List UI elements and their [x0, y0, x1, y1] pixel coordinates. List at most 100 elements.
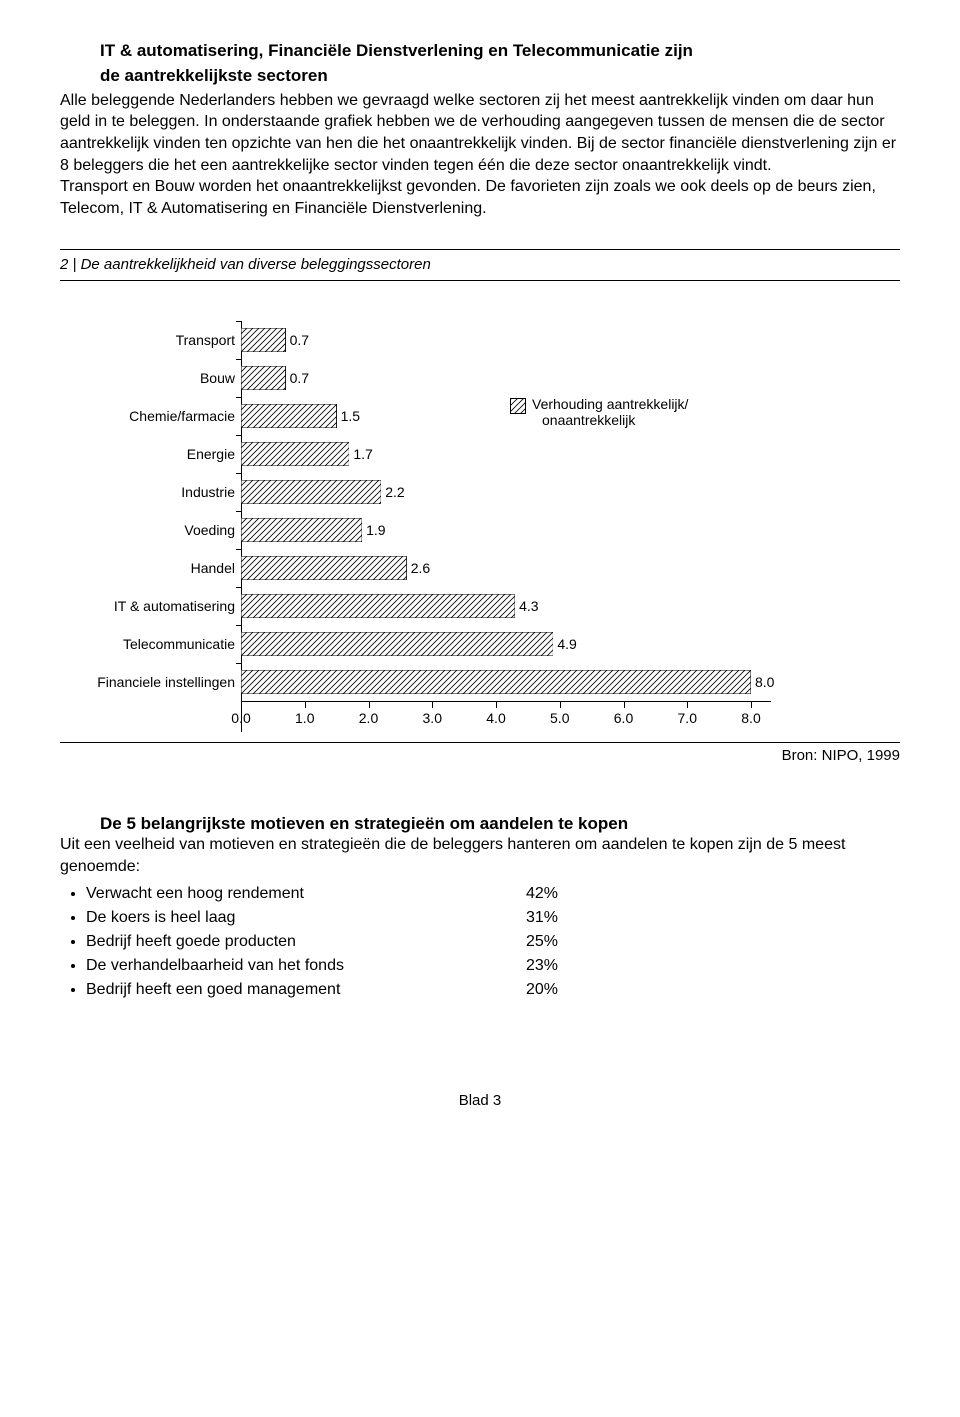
bar-track: 1.5: [241, 397, 771, 435]
bar: [241, 594, 515, 618]
chart-row: Telecommunicatie 4.9: [80, 625, 900, 663]
bar-track: 4.3: [241, 587, 771, 625]
bar-track: 0.7: [241, 359, 771, 397]
bar: [241, 442, 349, 466]
motive-label: Verwacht een hoog rendement: [86, 882, 526, 906]
x-tick: [305, 702, 306, 708]
bar-track: 2.2: [241, 473, 771, 511]
motive-pct: 25%: [526, 930, 586, 954]
chart-row: Bouw 0.7: [80, 359, 900, 397]
category-label: Voeding: [80, 522, 241, 538]
category-label: Energie: [80, 446, 241, 462]
bar: [241, 328, 286, 352]
x-tick: [369, 702, 370, 708]
bar-track: 4.9: [241, 625, 771, 663]
category-label: Handel: [80, 560, 241, 576]
bar-track: 2.6: [241, 549, 771, 587]
bar-value: 2.6: [411, 560, 430, 576]
x-tick: [687, 702, 688, 708]
category-label: Telecommunicatie: [80, 636, 241, 652]
x-tick: [241, 702, 242, 708]
motive-pct: 31%: [526, 906, 586, 930]
section-title-line2: de aantrekkelijkste sectoren: [100, 65, 900, 88]
x-tick-label: 2.0: [359, 710, 378, 726]
chart-row: Energie 1.7: [80, 435, 900, 473]
paragraph-part1: Alle beleggende Nederlanders hebben we g…: [60, 92, 896, 174]
motives-heading: De 5 belangrijkste motieven en strategie…: [100, 814, 900, 834]
bar-track: 1.7: [241, 435, 771, 473]
x-tick-label: 3.0: [423, 710, 442, 726]
x-tick-label: 5.0: [550, 710, 569, 726]
chart-row: Handel 2.6: [80, 549, 900, 587]
chart-source: Bron: NIPO, 1999: [60, 742, 900, 764]
chart-row: Transport 0.7: [80, 321, 900, 359]
section-title-line1: IT & automatisering, Financiële Dienstve…: [100, 40, 900, 63]
motive-item: De koers is heel laag31%: [86, 906, 900, 930]
category-label: Chemie/farmacie: [80, 408, 241, 424]
bar-value: 8.0: [755, 674, 774, 690]
bar: [241, 556, 407, 580]
bar-value: 0.7: [290, 332, 309, 348]
bar-track: 1.9: [241, 511, 771, 549]
page-footer: Blad 3: [60, 1092, 900, 1109]
x-tick-label: 4.0: [486, 710, 505, 726]
motive-item: Verwacht een hoog rendement42%: [86, 882, 900, 906]
x-axis: 0.01.02.03.04.05.06.07.08.0: [241, 701, 771, 732]
bar: [241, 518, 362, 542]
x-tick-label: 1.0: [295, 710, 314, 726]
bar: [241, 366, 286, 390]
category-label: Financiele instellingen: [80, 674, 241, 690]
paragraph-part2: Transport en Bouw worden het onaantrekke…: [60, 178, 876, 217]
x-tick: [496, 702, 497, 708]
motive-pct: 23%: [526, 954, 586, 978]
bar-track: 0.7: [241, 321, 771, 359]
motive-item: Bedrijf heeft een goed management20%: [86, 978, 900, 1002]
bar-value: 4.3: [519, 598, 538, 614]
motives-list: Verwacht een hoog rendement42%De koers i…: [60, 882, 900, 1002]
x-tick-label: 7.0: [678, 710, 697, 726]
legend-label-line2: onaantrekkelijk: [532, 412, 688, 428]
x-tick: [751, 702, 752, 708]
motive-item: De verhandelbaarheid van het fonds23%: [86, 954, 900, 978]
bar: [241, 404, 337, 428]
legend-swatch-icon: [510, 398, 526, 414]
bar-value: 1.9: [366, 522, 385, 538]
x-tick-label: 8.0: [741, 710, 760, 726]
motive-item: Bedrijf heeft goede producten25%: [86, 930, 900, 954]
chart-caption-box: 2 | De aantrekkelijkheid van diverse bel…: [60, 249, 900, 281]
motive-pct: 42%: [526, 882, 586, 906]
chart-row: Voeding 1.9: [80, 511, 900, 549]
motive-label: De koers is heel laag: [86, 906, 526, 930]
motives-intro: Uit een veelheid van motieven en strateg…: [60, 834, 900, 877]
bar-value: 1.7: [353, 446, 372, 462]
chart-row: Chemie/farmacie 1.5: [80, 397, 900, 435]
bar: [241, 480, 381, 504]
bar: [241, 632, 553, 656]
category-label: Transport: [80, 332, 241, 348]
bar-value: 4.9: [557, 636, 576, 652]
motive-label: Bedrijf heeft goede producten: [86, 930, 526, 954]
motive-pct: 20%: [526, 978, 586, 1002]
x-tick-label: 6.0: [614, 710, 633, 726]
bar: [241, 670, 751, 694]
chart-row: Industrie 2.2: [80, 473, 900, 511]
category-label: IT & automatisering: [80, 598, 241, 614]
bar-chart: Transport 0.7 Bouw 0.7 Chemie/farmacie 1.5 Ene…: [80, 321, 900, 732]
bar-value: 0.7: [290, 370, 309, 386]
x-tick: [560, 702, 561, 708]
x-tick: [432, 702, 433, 708]
bar-track: 8.0: [241, 663, 774, 701]
chart-row: IT & automatisering 4.3: [80, 587, 900, 625]
chart-row: Financiele instellingen 8.0: [80, 663, 900, 701]
motive-label: Bedrijf heeft een goed management: [86, 978, 526, 1002]
category-label: Bouw: [80, 370, 241, 386]
chart-legend: Verhouding aantrekkelijk/ onaantrekkelij…: [510, 396, 688, 428]
intro-paragraph: Alle beleggende Nederlanders hebben we g…: [60, 90, 900, 220]
x-tick-label: 0.0: [231, 710, 250, 726]
motive-label: De verhandelbaarheid van het fonds: [86, 954, 526, 978]
bar-value: 1.5: [341, 408, 360, 424]
category-label: Industrie: [80, 484, 241, 500]
chart-caption: 2 | De aantrekkelijkheid van diverse bel…: [60, 256, 431, 273]
bar-value: 2.2: [385, 484, 404, 500]
legend-label-line1: Verhouding aantrekkelijk/: [532, 396, 688, 412]
